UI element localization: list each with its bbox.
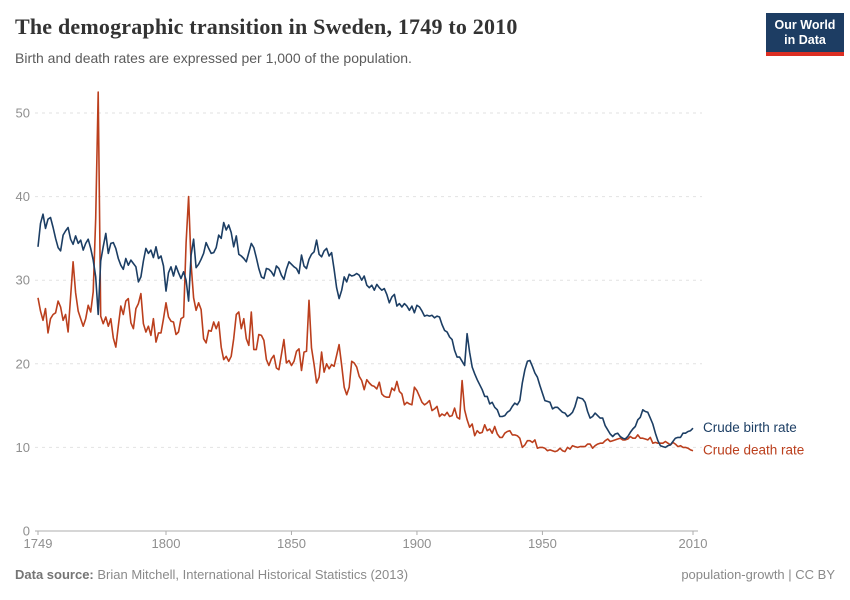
footer-links[interactable]: population-growth | CC BY: [681, 567, 835, 582]
x-tick-label: 2010: [679, 536, 708, 551]
y-tick-label: 0: [23, 524, 30, 539]
chart-subtitle: Birth and death rates are expressed per …: [15, 50, 412, 66]
chart-footer: Data source: Brian Mitchell, Internation…: [15, 567, 835, 582]
owid-logo-line1: Our World: [774, 18, 836, 32]
crude-death-rate-line[interactable]: [37, 91, 694, 453]
crude-birth-rate-line[interactable]: [37, 213, 694, 449]
y-tick-label: 10: [16, 440, 30, 455]
y-tick-label: 40: [16, 189, 30, 204]
crude-birth-rate-label: Crude birth rate: [703, 420, 797, 435]
y-tick-label: 30: [16, 273, 30, 288]
x-tick-label: 1900: [402, 536, 431, 551]
x-tick-label: 1800: [152, 536, 181, 551]
crude-death-rate-label: Crude death rate: [703, 443, 804, 458]
x-tick-label: 1950: [528, 536, 557, 551]
x-tick-label: 1749: [24, 536, 53, 551]
data-source: Data source: Brian Mitchell, Internation…: [15, 567, 408, 582]
owid-logo-line2: in Data: [784, 33, 826, 47]
y-tick-label: 20: [16, 356, 30, 371]
owid-logo[interactable]: Our World in Data: [766, 13, 844, 56]
x-tick-label: 1850: [277, 536, 306, 551]
data-source-label: Data source:: [15, 567, 94, 582]
data-source-text: Brian Mitchell, International Historical…: [93, 567, 409, 582]
chart-title: The demographic transition in Sweden, 17…: [15, 14, 518, 39]
y-tick-label: 50: [16, 106, 30, 121]
